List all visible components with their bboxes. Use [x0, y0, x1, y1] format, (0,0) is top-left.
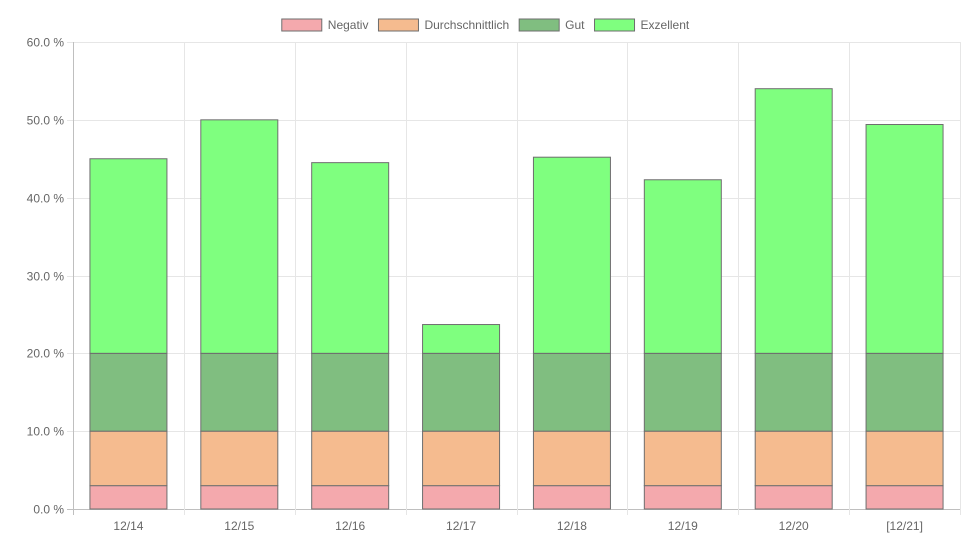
- bar-segment-durchschnittlich[interactable]: [865, 430, 944, 487]
- bar-segment-exzellent[interactable]: [754, 88, 833, 354]
- bar-segment-durchschnittlich[interactable]: [532, 430, 611, 487]
- bar-segment-gut[interactable]: [311, 352, 390, 432]
- legend-swatch: [594, 18, 636, 32]
- bar-segment-negativ[interactable]: [643, 485, 722, 510]
- legend-swatch: [377, 18, 419, 32]
- x-tick-label: 12/16: [335, 519, 365, 533]
- bar-segment-exzellent[interactable]: [200, 119, 279, 354]
- x-tick-label: [12/21]: [886, 519, 923, 533]
- x-tick-label: 12/17: [446, 519, 476, 533]
- bar-segment-exzellent[interactable]: [865, 124, 944, 354]
- x-tick-label: 12/15: [224, 519, 254, 533]
- bar-segment-negativ[interactable]: [532, 485, 611, 510]
- bar-segment-negativ[interactable]: [89, 485, 168, 510]
- legend-swatch: [518, 18, 560, 32]
- axes-layer: 0.0 % 10.0 % 20.0 % 30.0 % 40.0 % 50.0 % 60.0 …: [27, 36, 923, 534]
- bar-segment-durchschnittlich[interactable]: [200, 430, 279, 487]
- bar-segment-gut[interactable]: [754, 352, 833, 432]
- bar-segment-exzellent[interactable]: [89, 158, 168, 354]
- legend-label: Exzellent: [641, 18, 690, 32]
- legend-item-negativ[interactable]: Negativ: [281, 18, 369, 32]
- y-tick-label: 40.0 %: [27, 192, 65, 206]
- bar-segment-exzellent[interactable]: [532, 156, 611, 354]
- bar-segment-exzellent[interactable]: [422, 324, 501, 354]
- legend-item-exzellent[interactable]: Exzellent: [594, 18, 690, 32]
- y-tick-label: 50.0 %: [27, 114, 65, 128]
- bar-segment-exzellent[interactable]: [311, 162, 390, 354]
- bar-segment-gut[interactable]: [643, 352, 722, 432]
- y-tick-label: 30.0 %: [27, 270, 65, 284]
- bar-segment-durchschnittlich[interactable]: [754, 430, 833, 487]
- bar-segment-negativ[interactable]: [200, 485, 279, 510]
- y-tick-label: 20.0 %: [27, 347, 65, 361]
- bar-segment-negativ[interactable]: [422, 485, 501, 510]
- legend-label: Durchschnittlich: [424, 18, 509, 32]
- x-tick-label: 12/19: [668, 519, 698, 533]
- bar-segment-negativ[interactable]: [311, 485, 390, 510]
- y-tick-label: 10.0 %: [27, 425, 65, 439]
- bar-segment-exzellent[interactable]: [643, 179, 722, 354]
- bar-segment-gut[interactable]: [200, 352, 279, 432]
- legend-swatch: [281, 18, 323, 32]
- x-tick-label: 12/14: [113, 519, 143, 533]
- bar-segment-gut[interactable]: [422, 352, 501, 432]
- legend-item-gut[interactable]: Gut: [518, 18, 585, 32]
- y-tick-label: 0.0 %: [33, 503, 64, 517]
- bars-layer: [89, 88, 944, 510]
- legend-label: Negativ: [328, 18, 369, 32]
- y-tick-label: 60.0 %: [27, 36, 65, 50]
- bar-segment-durchschnittlich[interactable]: [311, 430, 390, 487]
- x-tick-label: 12/20: [779, 519, 809, 533]
- bar-segment-gut[interactable]: [89, 352, 168, 432]
- legend-label: Gut: [565, 18, 585, 32]
- bar-segment-durchschnittlich[interactable]: [89, 430, 168, 487]
- bar-segment-gut[interactable]: [865, 352, 944, 432]
- x-tick-label: 12/18: [557, 519, 587, 533]
- legend[interactable]: Negativ Durchschnittlich Gut Exzellent: [281, 18, 690, 32]
- bar-segment-durchschnittlich[interactable]: [422, 430, 501, 487]
- legend-item-durchschnittlich[interactable]: Durchschnittlich: [377, 18, 509, 32]
- bar-segment-durchschnittlich[interactable]: [643, 430, 722, 487]
- bar-segment-gut[interactable]: [532, 352, 611, 432]
- bar-segment-negativ[interactable]: [754, 485, 833, 510]
- bar-segment-negativ[interactable]: [865, 485, 944, 510]
